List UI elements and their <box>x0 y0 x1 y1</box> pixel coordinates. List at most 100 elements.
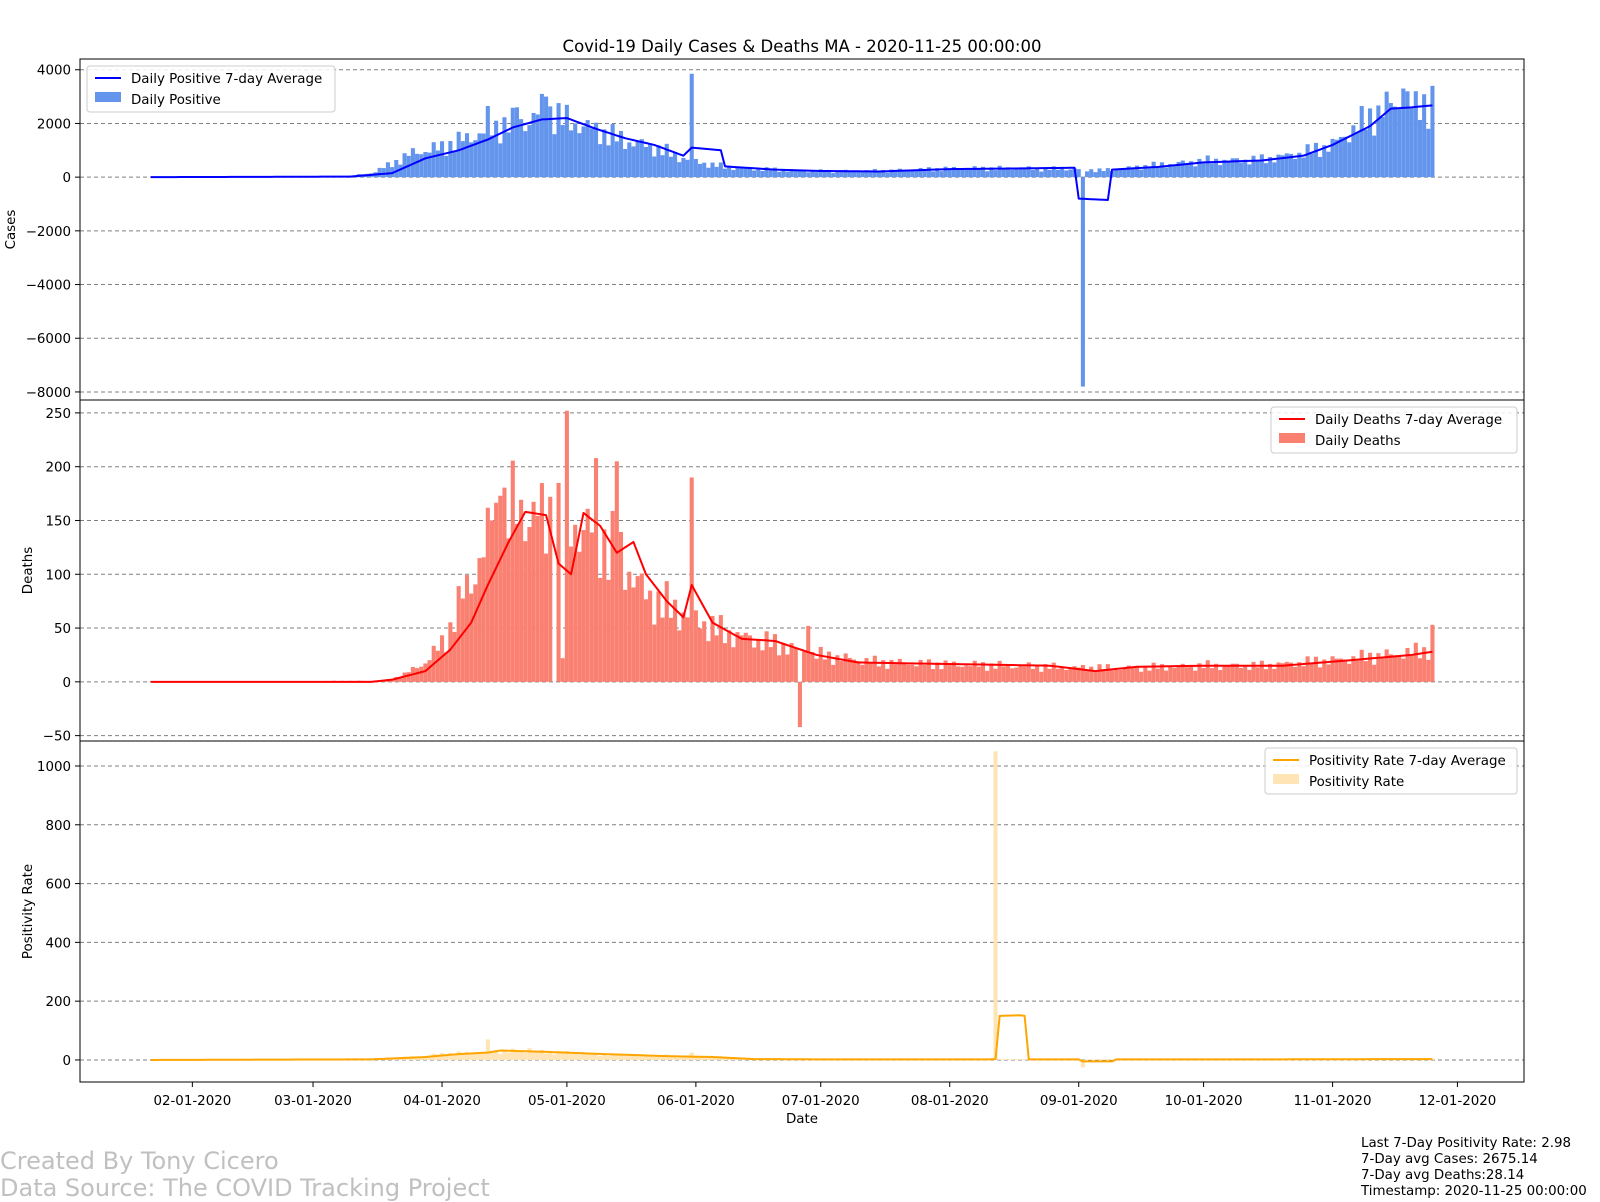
bar-0-2020-10-23 <box>1293 159 1297 177</box>
bar-0-2020-07-24 <box>914 171 918 177</box>
bar-0-2020-05-31 <box>690 74 694 177</box>
bar-0-2020-07-02 <box>823 172 827 177</box>
bar-1-2020-08-27 <box>1056 669 1060 682</box>
bar-1-2020-04-09 <box>473 584 477 681</box>
bar-1-2020-07-07 <box>844 653 848 681</box>
bar-1-2020-07-06 <box>839 661 843 682</box>
bar-1-2020-08-11 <box>989 663 993 681</box>
bar-0-2020-05-03 <box>573 123 577 177</box>
bar-1-2020-04-08 <box>469 594 473 682</box>
legend-line-label-2: Positivity Rate 7-day Average <box>1309 754 1506 769</box>
bar-1-2020-05-24 <box>661 618 665 682</box>
bar-1-2020-05-05 <box>581 530 585 682</box>
bar-0-2020-11-20 <box>1410 108 1414 177</box>
bar-2-2020-05-17 <box>631 1056 635 1060</box>
bar-2-2020-04-22 <box>527 1048 531 1060</box>
bar-0-2020-08-03 <box>956 169 960 177</box>
bar-2-2020-04-05 <box>457 1051 461 1060</box>
bar-1-2020-05-17 <box>631 587 635 681</box>
x-tick-label: 12-01-2020 <box>1419 1094 1497 1109</box>
credit-author: Created By Tony Cicero <box>0 1147 279 1175</box>
bar-0-2020-04-18 <box>511 108 515 177</box>
bar-2-2020-05-28 <box>677 1057 681 1060</box>
bar-1-2020-06-15 <box>752 647 756 681</box>
bar-1-2020-05-20 <box>644 599 648 682</box>
bar-1-2020-07-13 <box>869 663 873 682</box>
bar-0-2020-04-05 <box>457 132 461 177</box>
bar-0-2020-11-03 <box>1339 137 1343 177</box>
bar-0-2020-09-01 <box>1077 169 1081 177</box>
bar-0-2020-08-28 <box>1060 169 1064 177</box>
bar-1-2020-08-30 <box>1068 668 1072 681</box>
legend-bar-swatch-2 <box>1273 774 1299 784</box>
bar-0-2020-09-30 <box>1197 159 1201 177</box>
bar-1-2020-04-16 <box>502 488 506 682</box>
bar-0-2020-05-28 <box>677 162 681 177</box>
x-tick-label: 06-01-2020 <box>657 1094 735 1109</box>
bar-0-2020-10-26 <box>1306 144 1310 177</box>
bar-0-2020-10-13 <box>1251 156 1255 177</box>
bar-1-2020-10-25 <box>1301 666 1305 682</box>
bar-1-2020-11-05 <box>1347 664 1351 682</box>
bar-1-2020-05-16 <box>627 572 631 682</box>
bar-0-2020-11-07 <box>1356 132 1360 177</box>
bar-0-2020-11-11 <box>1372 136 1376 178</box>
bar-1-2020-11-25 <box>1430 625 1434 682</box>
bar-0-2020-09-19 <box>1152 162 1156 177</box>
bar-0-2020-10-12 <box>1247 164 1251 177</box>
bar-0-2020-03-19 <box>386 162 390 177</box>
bar-0-2020-09-21 <box>1160 162 1164 177</box>
bar-0-2020-06-02 <box>698 164 702 177</box>
bar-0-2020-06-30 <box>815 172 819 177</box>
bar-0-2020-05-23 <box>656 145 660 177</box>
bar-2-2020-09-08 <box>1106 1059 1110 1060</box>
bar-1-2020-06-14 <box>748 635 752 681</box>
bar-1-2020-05-08 <box>594 458 598 682</box>
bar-1-2020-06-24 <box>790 643 794 682</box>
bar-0-2020-06-01 <box>694 159 698 177</box>
bar-0-2020-04-15 <box>498 143 502 177</box>
bar-0-2020-09-03 <box>1085 171 1089 177</box>
bar-0-2020-08-18 <box>1018 168 1022 177</box>
bar-0-2020-04-10 <box>477 133 481 177</box>
bar-1-2020-10-26 <box>1306 656 1310 682</box>
bar-1-2020-07-11 <box>860 665 864 682</box>
bar-0-2020-10-05 <box>1218 165 1222 177</box>
bar-1-2020-05-23 <box>656 591 660 681</box>
bar-1-2020-10-12 <box>1247 670 1251 682</box>
bar-2-2020-06-04 <box>706 1058 710 1060</box>
bar-0-2020-08-21 <box>1031 170 1035 177</box>
legend-line-label-1: Daily Deaths 7-day Average <box>1315 413 1502 428</box>
bar-0-2020-06-06 <box>715 167 719 177</box>
bar-1-2020-10-18 <box>1272 669 1276 682</box>
y-tick-label-0: −6000 <box>26 332 71 347</box>
bar-1-2020-09-27 <box>1185 667 1189 682</box>
bar-1-2020-05-29 <box>681 612 685 681</box>
bar-1-2020-07-28 <box>931 669 935 682</box>
bar-1-2020-03-31 <box>436 651 440 682</box>
bar-0-2020-07-27 <box>927 167 931 177</box>
bar-0-2020-11-10 <box>1368 108 1372 177</box>
bar-1-2020-07-15 <box>877 666 881 681</box>
bar-0-2020-08-04 <box>960 169 964 177</box>
bar-2-2020-04-13 <box>490 1053 494 1060</box>
bar-1-2020-08-16 <box>1010 668 1014 682</box>
bar-1-2020-06-28 <box>806 626 810 682</box>
bar-1-2020-04-30 <box>561 658 565 682</box>
bar-0-2020-06-14 <box>748 168 752 177</box>
bar-0-2020-08-17 <box>1014 169 1018 177</box>
bar-1-2020-08-10 <box>985 671 989 682</box>
bar-0-2020-04-17 <box>507 133 511 178</box>
bar-0-2020-10-29 <box>1318 157 1322 177</box>
bar-0-2020-08-10 <box>985 171 989 177</box>
bar-1-2020-05-01 <box>565 411 569 682</box>
bar-1-2020-07-24 <box>914 666 918 682</box>
bar-0-2020-05-08 <box>594 123 598 177</box>
bar-1-2020-04-19 <box>515 524 519 682</box>
bar-0-2020-06-13 <box>744 168 748 177</box>
bar-2-2020-05-24 <box>661 1057 665 1060</box>
bar-0-2020-06-05 <box>710 163 714 178</box>
bar-0-2020-11-18 <box>1401 89 1405 178</box>
bar-2-2020-04-30 <box>561 1053 565 1060</box>
y-tick-label-0: 0 <box>62 171 71 186</box>
